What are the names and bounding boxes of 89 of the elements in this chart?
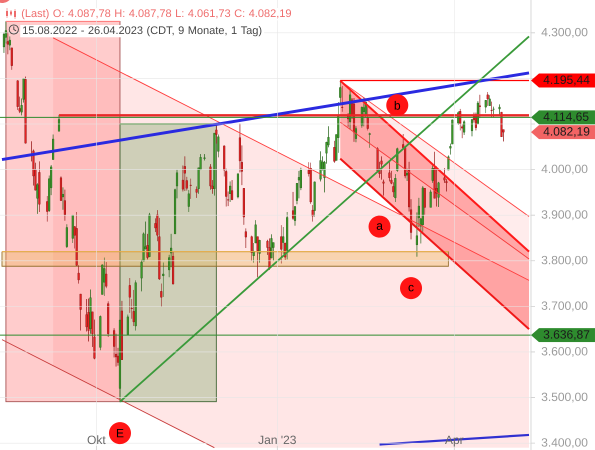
text: 15.08.2022 - 26.04.2023 (CDT, 9 Monate, 1 Tag) (23, 26, 262, 36)
candlestick (148, 212, 151, 258)
candlestick (437, 182, 440, 208)
x-tick-label: Jan '23 (258, 436, 296, 444)
candlestick (64, 189, 66, 221)
text: 4.082,19 (543, 127, 590, 138)
candlestick (60, 176, 62, 201)
text: (Last) O: 4.087,78 H: 4.087,78 L: 4.061,73 C: 4.082,19 (22, 9, 291, 20)
candlestick (312, 204, 314, 222)
candlestick (103, 257, 106, 296)
candlestick (80, 294, 82, 331)
candlestick (498, 104, 501, 116)
candlestick (16, 80, 19, 110)
candlestick (388, 161, 390, 182)
y-tick-label: 4.000,00 (541, 164, 588, 175)
candlestick (184, 156, 186, 192)
candlestick (244, 228, 247, 248)
ref-line-label: 4.114,65 (543, 112, 588, 122)
candlestick (126, 314, 129, 335)
candlestick (107, 301, 110, 338)
candlestick (66, 224, 68, 248)
candlestick (162, 262, 164, 298)
candlestick (89, 289, 92, 334)
candlestick (424, 188, 426, 215)
candlestick (292, 192, 294, 220)
series-label: 4.195,44 (543, 76, 590, 86)
candlestick (382, 179, 385, 196)
candlestick (146, 234, 149, 260)
candlestick (447, 155, 450, 170)
candlestick (319, 151, 322, 182)
candlestick (134, 280, 137, 331)
y-tick-label: 3.600,00 (542, 347, 588, 357)
candlestick (87, 298, 90, 342)
candlestick (310, 162, 312, 204)
candlestick (250, 235, 253, 262)
candlestick (294, 206, 296, 226)
candlestick (430, 189, 432, 208)
candlestick (6, 32, 9, 54)
annotation: b (394, 100, 400, 110)
candlestick (256, 236, 259, 278)
candlestick (432, 164, 434, 184)
candlestick (132, 290, 135, 326)
candlestick (209, 164, 212, 190)
candlestick (380, 156, 383, 180)
candlestick (486, 92, 489, 106)
candlestick (120, 300, 124, 360)
annotation: c (408, 284, 414, 292)
y-tick-label: 3.900,00 (542, 210, 588, 220)
candlestick (215, 123, 218, 144)
candlestick (10, 48, 13, 70)
candlestick (160, 283, 162, 308)
candlestick (394, 174, 396, 202)
candlestick (36, 183, 38, 214)
candlestick (118, 320, 122, 402)
candlestick (229, 181, 232, 202)
candlestick (242, 188, 245, 226)
candlestick (196, 186, 198, 198)
candlestick (286, 212, 288, 260)
y-tick-label: 4.300,00 (541, 28, 588, 38)
y-tick-label: 3.800,00 (542, 256, 588, 266)
candlestick (258, 240, 261, 263)
candlestick (38, 161, 40, 212)
candlestick (470, 119, 474, 137)
candlestick (236, 173, 240, 199)
candlestick (188, 190, 190, 212)
candlestick (8, 36, 11, 50)
annotation: a (376, 223, 383, 230)
candlestick (333, 140, 336, 164)
y-tick-label: 3.700,00 (542, 301, 588, 312)
candlestick (24, 76, 27, 144)
y-tick-label: 3.400,00 (542, 438, 588, 448)
x-tick-label: Okt (88, 435, 106, 444)
candlestick (99, 315, 102, 350)
candlestick (46, 196, 48, 222)
ref-line-label: 3.636,87 (544, 330, 590, 340)
candlestick (280, 224, 282, 264)
candlestick (463, 120, 466, 136)
candlestick (314, 181, 316, 217)
candlestick (368, 132, 371, 148)
candlestick (341, 86, 344, 112)
y-tick-label: 3.500,00 (542, 392, 588, 403)
candlestick (72, 214, 74, 244)
candlestick (105, 262, 108, 288)
candlestick (406, 168, 408, 182)
candlestick (172, 252, 174, 285)
candlestick (213, 132, 216, 196)
candlestick (190, 178, 192, 200)
candlestick (62, 187, 64, 210)
annotation: E (116, 428, 124, 438)
